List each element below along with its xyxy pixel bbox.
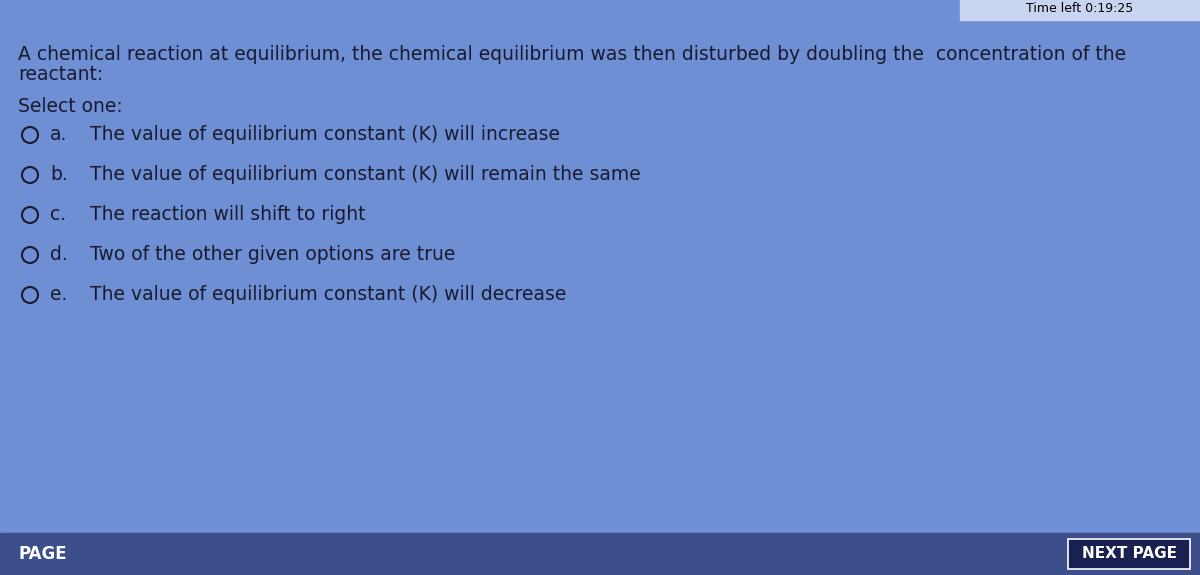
FancyBboxPatch shape [1068,539,1190,569]
Text: The reaction will shift to right: The reaction will shift to right [90,205,366,224]
Text: d.: d. [50,246,67,264]
Text: c.: c. [50,205,66,224]
Text: The value of equilibrium constant (K) will remain the same: The value of equilibrium constant (K) wi… [90,166,641,185]
Text: Time left 0:19:25: Time left 0:19:25 [1026,2,1134,14]
Text: The value of equilibrium constant (K) will decrease: The value of equilibrium constant (K) wi… [90,286,566,305]
Text: PAGE: PAGE [18,545,67,563]
Text: b.: b. [50,166,67,185]
Text: e.: e. [50,286,67,305]
Text: A chemical reaction at equilibrium, the chemical equilibrium was then disturbed : A chemical reaction at equilibrium, the … [18,45,1126,64]
Text: Select one:: Select one: [18,97,122,116]
FancyBboxPatch shape [0,533,1200,575]
Text: Two of the other given options are true: Two of the other given options are true [90,246,455,264]
Text: a.: a. [50,125,67,144]
Text: reactant:: reactant: [18,65,103,84]
Text: NEXT PAGE: NEXT PAGE [1081,546,1176,562]
FancyBboxPatch shape [960,0,1200,20]
Text: The value of equilibrium constant (K) will increase: The value of equilibrium constant (K) wi… [90,125,560,144]
